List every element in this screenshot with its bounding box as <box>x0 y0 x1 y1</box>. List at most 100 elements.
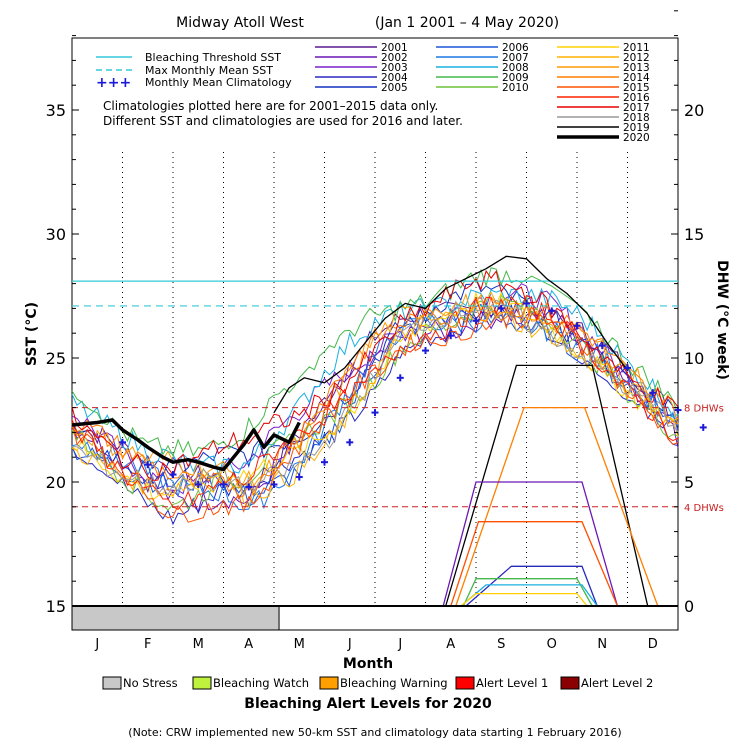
note-line-2: Different SST and climatologies are used… <box>103 114 463 128</box>
climatology-point <box>144 461 152 469</box>
month-tick-label: J <box>347 637 352 652</box>
legend-mmm-label: Max Monthly Mean SST <box>145 64 273 77</box>
alert-label: No Stress <box>123 676 178 690</box>
dhw-tick-label: 10 <box>684 349 704 368</box>
year-label-2011: 2011 <box>623 42 650 54</box>
alert-swatch <box>102 676 122 690</box>
alert-swatch <box>192 676 212 690</box>
alert-label: Alert Level 1 <box>476 676 548 690</box>
alert-swatch <box>455 676 475 690</box>
dhw-tick-label: 0 <box>684 597 694 616</box>
climatology-point <box>220 480 227 488</box>
dhw-line-2014 <box>455 406 659 607</box>
dhw-line-2019 <box>445 364 649 607</box>
climatology-point <box>194 480 202 488</box>
climatology-point <box>169 471 177 479</box>
alert-swatch <box>560 676 580 690</box>
year-label-2002: 2002 <box>381 52 408 64</box>
footnote: (Note: CRW implemented new 50-km SST and… <box>128 726 621 739</box>
sst-tick-label: 30 <box>46 225 66 244</box>
chart-title: Midway Atoll West <box>176 15 304 31</box>
alert-band-no-stress <box>71 605 280 631</box>
year-label-2008: 2008 <box>502 62 529 74</box>
climatology-point <box>321 458 328 466</box>
year-label-2017: 2017 <box>623 102 650 114</box>
sst-2020-line <box>71 418 301 472</box>
climatology-point <box>119 438 126 446</box>
month-tick-label: F <box>144 637 151 652</box>
sst-line-2007 <box>71 312 679 511</box>
climatology-point <box>598 342 606 350</box>
sst-line-2018 <box>71 299 679 497</box>
month-grid <box>122 152 628 606</box>
x-axis-label: Month <box>343 656 393 672</box>
year-label-2006: 2006 <box>502 42 529 54</box>
sst-tick-label: 25 <box>46 349 66 368</box>
legend-left: Bleaching Threshold SST Max Monthly Mean… <box>96 51 463 128</box>
year-label-2016: 2016 <box>623 92 650 104</box>
month-tick-label: D <box>648 637 658 652</box>
legend-threshold-label: Bleaching Threshold SST <box>145 51 281 64</box>
climatology-point <box>472 317 480 325</box>
month-tick-label: S <box>497 637 505 652</box>
climatology-point <box>573 322 581 330</box>
climatology-point <box>624 364 631 372</box>
year-label-2015: 2015 <box>623 82 650 94</box>
sst-axis: 15 20 25 30 35 <box>46 35 79 616</box>
sst-tick-label: 15 <box>46 597 66 616</box>
sst-line-2006 <box>71 303 679 507</box>
dhw-line-2015 <box>450 521 618 607</box>
dhw-line-2004 <box>465 565 598 607</box>
dhw-tick-label: 15 <box>684 225 704 244</box>
monthly-mean-climatology <box>119 299 707 491</box>
year-label-2004: 2004 <box>381 72 408 84</box>
sst-line-2020 <box>71 418 301 472</box>
climatology-point <box>371 409 379 417</box>
month-tick-label: J <box>94 637 99 652</box>
climatology-point <box>548 307 556 315</box>
y-axis-label: SST (°C) <box>24 302 40 366</box>
sst-line-2015 <box>71 305 679 523</box>
year-label-2012: 2012 <box>623 52 650 64</box>
legend-climatology-label: Monthly Mean Climatology <box>145 76 292 89</box>
dhw-line-2009 <box>462 578 593 607</box>
note-line-1: Climatologies plotted here are for 2001–… <box>103 99 438 113</box>
dhw-tick-label: 5 <box>684 473 694 492</box>
climatology-point <box>422 347 429 355</box>
climatology-point <box>497 304 505 312</box>
climatology-point <box>447 332 455 340</box>
month-tick-label: J <box>397 637 402 652</box>
sst-tick-label: 20 <box>46 473 66 492</box>
year-label-2001: 2001 <box>381 42 408 54</box>
climatology-point <box>245 483 253 491</box>
year-label-2003: 2003 <box>381 62 408 74</box>
dhw-threshold-label: 8 DHWs <box>684 404 724 415</box>
sst-line-2010 <box>71 294 679 511</box>
year-label-2010: 2010 <box>502 82 529 94</box>
climatology-point <box>649 389 657 397</box>
alert-legend-title: Bleaching Alert Levels for 2020 <box>244 696 492 712</box>
month-tick-label: A <box>244 637 253 652</box>
climatology-point <box>699 423 707 431</box>
month-tick-label: O <box>547 637 557 652</box>
year-label-2019: 2019 <box>623 122 650 134</box>
year-label-2013: 2013 <box>623 62 650 74</box>
dhw-line-2011 <box>460 592 588 607</box>
chart-date-range: (Jan 1 2001 – 4 May 2020) <box>375 15 559 31</box>
warm-year-sst-line <box>273 255 629 413</box>
year-label-2009: 2009 <box>502 72 529 84</box>
month-tick-label: N <box>597 637 607 652</box>
climatology-point <box>346 438 354 446</box>
alert-label: Bleaching Watch <box>213 676 309 690</box>
warm-year-line <box>273 255 629 413</box>
alert-level-legend: No Stress Bleaching Watch Bleaching Warnin… <box>102 676 653 690</box>
year-label-2018: 2018 <box>623 112 650 124</box>
dhw-tick-label: 20 <box>684 101 704 120</box>
dhw-axis: 0510152025 <box>671 10 704 616</box>
alert-label: Bleaching Warning <box>340 676 448 690</box>
year-label-2020: 2020 <box>623 132 650 144</box>
climatology-point <box>396 374 404 382</box>
climatology-point <box>295 473 303 481</box>
